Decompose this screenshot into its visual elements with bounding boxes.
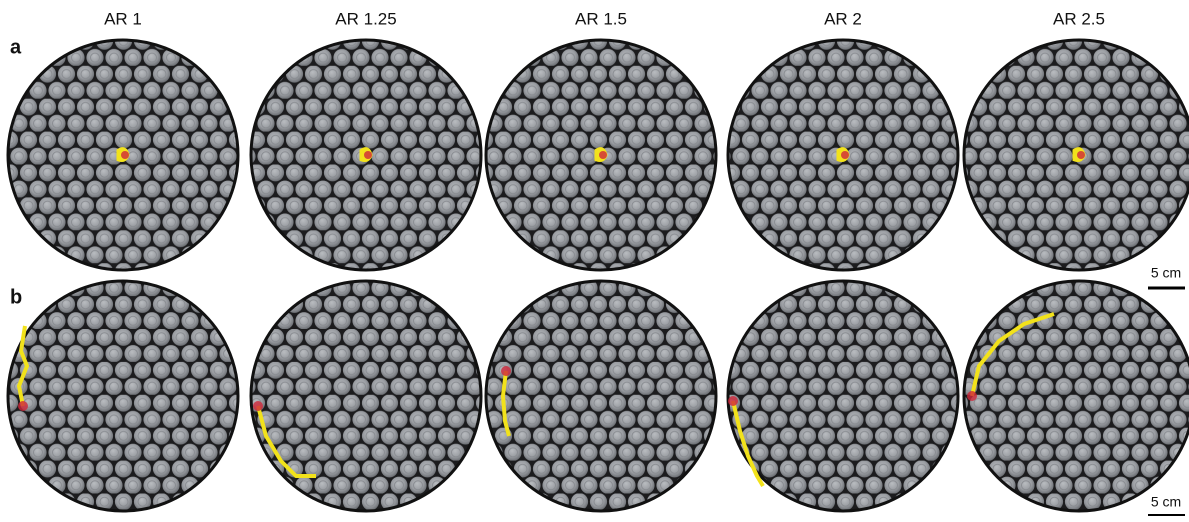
intruder — [728, 396, 738, 406]
dish-rim — [6, 38, 240, 272]
dish-rim — [249, 38, 483, 272]
intruder — [501, 366, 511, 376]
dish-rim — [249, 279, 483, 513]
column-label: AR 1 — [104, 9, 142, 28]
panel — [249, 279, 483, 513]
column-label: AR 1.25 — [335, 9, 396, 28]
panel — [6, 279, 240, 513]
intruder — [599, 151, 607, 159]
dish — [486, 281, 716, 511]
column-label: AR 2 — [824, 9, 862, 28]
panel — [726, 279, 960, 513]
track — [970, 312, 1055, 397]
scale-bar-label: 5 cm — [1151, 265, 1181, 281]
intruder — [364, 151, 372, 159]
intruder — [841, 151, 849, 159]
panel — [484, 38, 718, 272]
row-label: a — [10, 36, 22, 58]
dish — [251, 281, 481, 511]
column-label: AR 1.5 — [575, 9, 627, 28]
track — [731, 400, 765, 488]
panel — [962, 38, 1189, 272]
dish — [728, 281, 958, 511]
dish-rim — [962, 279, 1189, 513]
intruder — [121, 151, 129, 159]
panel — [962, 279, 1189, 513]
panel — [484, 279, 718, 513]
dish-rim — [962, 38, 1189, 272]
panel — [6, 38, 240, 272]
row-label: b — [10, 286, 22, 308]
dish — [964, 281, 1189, 511]
track — [17, 325, 29, 407]
intruder — [1077, 151, 1085, 159]
dish-rim — [6, 279, 240, 513]
panel — [249, 38, 483, 272]
dish-rim — [726, 279, 960, 513]
panel — [726, 38, 960, 272]
dish-rim — [484, 279, 718, 513]
dish-rim — [726, 38, 960, 272]
dish-rim — [484, 38, 718, 272]
column-label: AR 2.5 — [1053, 9, 1105, 28]
intruder — [253, 401, 263, 411]
intruder — [967, 391, 977, 401]
scale-bar-label: 5 cm — [1151, 494, 1181, 510]
intruder — [18, 401, 28, 411]
dish — [8, 281, 238, 511]
track — [256, 405, 316, 478]
track — [501, 370, 511, 437]
